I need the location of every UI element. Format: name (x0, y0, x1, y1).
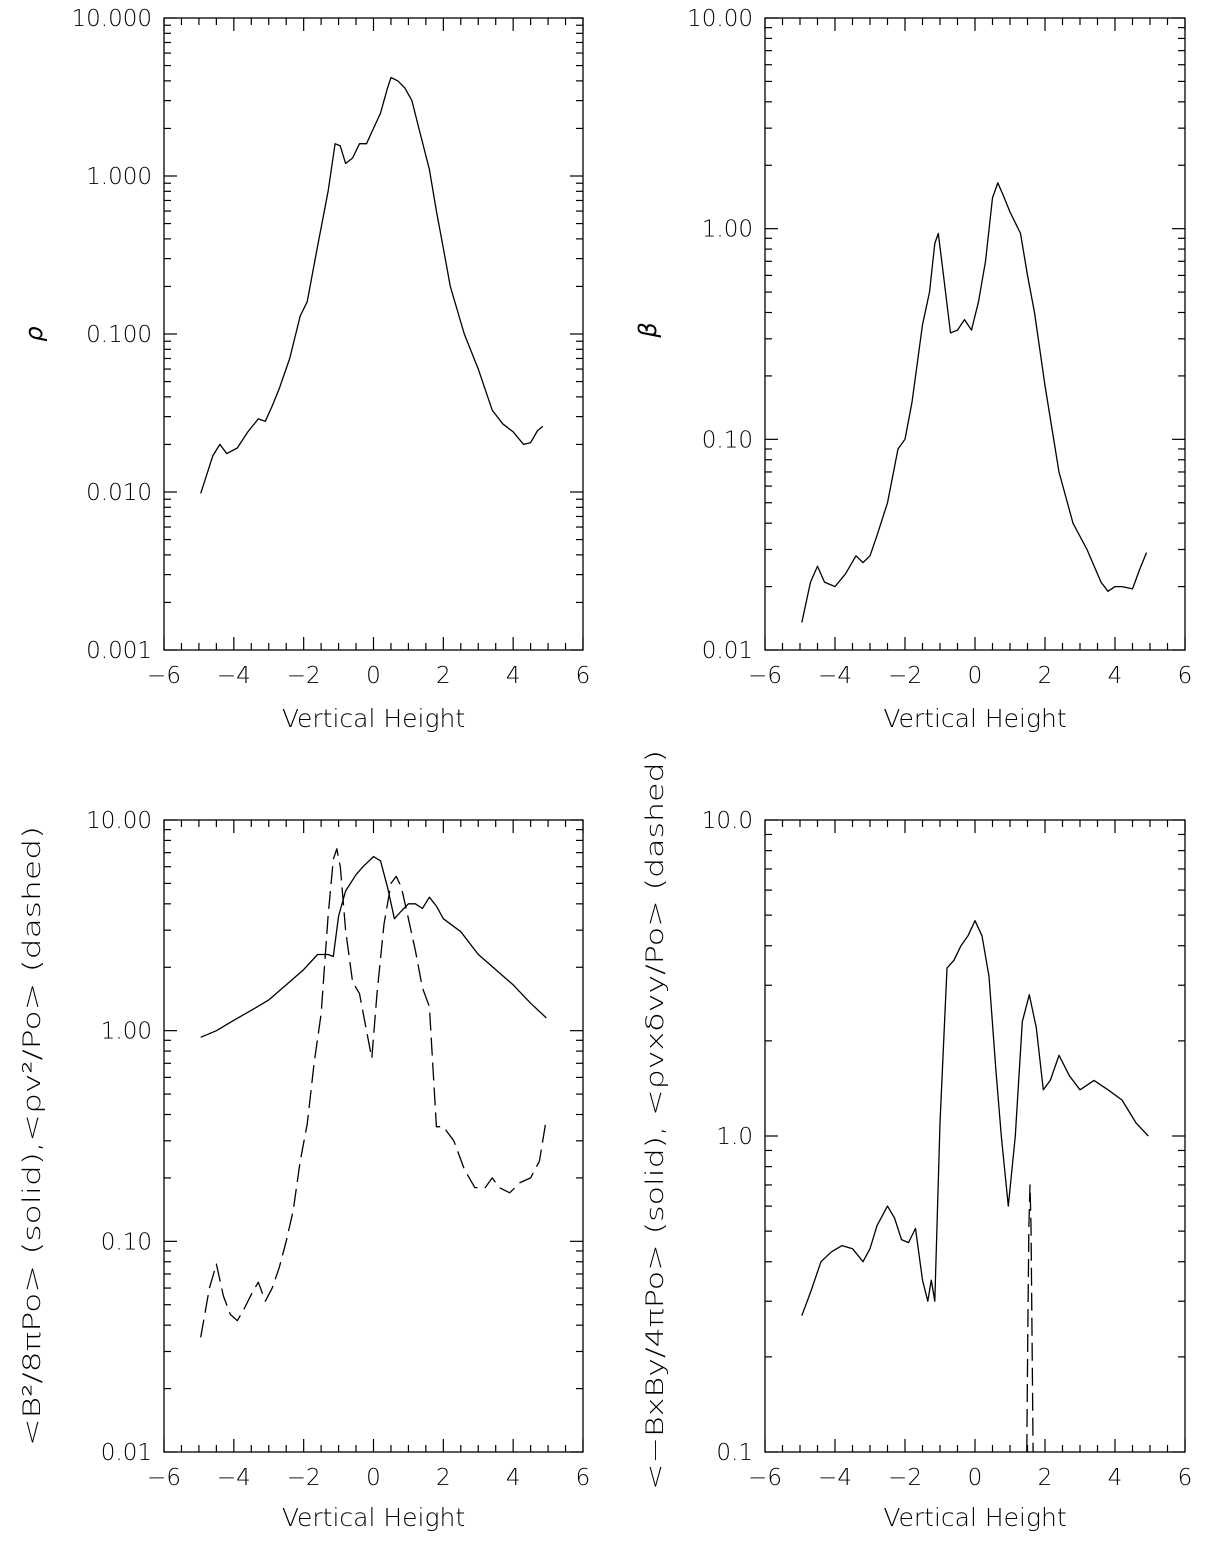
stress-solid-line (801, 920, 1149, 1316)
pressure-y-tick-label: 1.00 (101, 1019, 152, 1045)
pressure-y-tick-label: 0.01 (101, 1440, 152, 1466)
stress-x-tick-label: −2 (888, 1465, 922, 1491)
beta-y-tick-labels: 0.01 0.10 1.00 10.00 (687, 6, 753, 664)
beta-curves (801, 182, 1148, 623)
density-y-tick-labels: 0.001 0.010 0.100 1.000 10.000 (72, 6, 152, 664)
beta-solid-line (801, 182, 1148, 623)
density-x-axis-label: Vertical Height (282, 704, 465, 733)
density-x-tick-label: −4 (217, 663, 251, 689)
beta-x-axis-label: Vertical Height (883, 704, 1066, 733)
pressure-plot-frame (163, 819, 584, 1453)
pressure-solid-line (200, 855, 547, 1038)
beta-x-tick-label: 4 (1108, 663, 1123, 689)
stress-panel: −6 −4 −2 0 2 4 6 0.1 1.0 10.0 Vertical Height <−… (641, 750, 1192, 1532)
pressure-y-tick-labels: 0.01 0.10 1.00 10.00 (86, 808, 152, 1466)
stress-y-tick-labels: 0.1 1.0 10.0 (702, 808, 753, 1466)
beta-y-tick-label: 1.00 (702, 217, 753, 243)
density-x-tick-label: −6 (147, 663, 181, 689)
pressure-y-tick-label: 10.00 (86, 808, 152, 834)
beta-x-tick-label: 2 (1038, 663, 1053, 689)
pressure-x-tick-label: 2 (436, 1465, 451, 1491)
beta-y-tick-label: 0.10 (702, 427, 753, 453)
stress-x-tick-label: 2 (1038, 1465, 1053, 1491)
pressure-panel: −6 −4 −2 0 2 4 6 0.01 0.10 1.00 10.00 Vertical He… (18, 808, 590, 1532)
density-solid-line (200, 76, 544, 494)
pressure-x-tick-label: −4 (217, 1465, 251, 1491)
pressure-y-tick-label: 0.10 (101, 1229, 152, 1255)
beta-x-tick-label: −6 (748, 663, 782, 689)
stress-x-tick-label: −6 (748, 1465, 782, 1491)
density-panel: −6 −4 −2 0 2 4 6 0.001 0.010 0.100 1.000 10.000 Ve… (20, 6, 590, 733)
pressure-x-axis-label: Vertical Height (282, 1503, 465, 1532)
stress-curves (801, 920, 1149, 1453)
stress-x-tick-label: 4 (1108, 1465, 1123, 1491)
beta-axis-ticks (764, 17, 1186, 651)
density-plot-frame (163, 17, 584, 651)
density-x-tick-label: 2 (436, 663, 451, 689)
beta-y-axis-label: β (634, 322, 662, 338)
stress-dashed-line (1026, 1184, 1034, 1453)
stress-plot-frame (764, 819, 1186, 1453)
stress-y-tick-label: 0.1 (716, 1440, 753, 1466)
density-y-tick-label: 1.000 (86, 164, 152, 190)
pressure-axis-ticks (163, 819, 584, 1453)
stress-y-tick-label: 10.0 (702, 808, 753, 834)
density-x-tick-label: 4 (506, 663, 521, 689)
pressure-y-axis-label: <B²/8πPo> (solid),<ρv²/Po> (dashed) (18, 826, 46, 1446)
pressure-curves (200, 848, 547, 1338)
stress-y-tick-label: 1.0 (716, 1124, 753, 1150)
density-x-tick-label: 0 (366, 663, 381, 689)
beta-y-tick-label: 10.00 (687, 6, 753, 32)
beta-y-tick-label: 0.01 (702, 638, 753, 664)
beta-panel: −6 −4 −2 0 2 4 6 0.01 0.10 1.00 10.00 Vertical He… (634, 6, 1192, 733)
pressure-x-tick-label: −2 (287, 1465, 321, 1491)
density-curves (200, 76, 544, 494)
stress-y-axis-label: <−BxBy/4πPo> (solid), <ρvxδvy/Po> (dashe… (641, 750, 669, 1490)
density-x-tick-labels: −6 −4 −2 0 2 4 6 (147, 663, 590, 689)
stress-x-tick-label: 0 (968, 1465, 983, 1491)
density-y-tick-label: 0.001 (86, 638, 152, 664)
stress-axis-ticks (764, 819, 1186, 1453)
pressure-dashed-line (200, 848, 547, 1338)
pressure-x-tick-labels: −6 −4 −2 0 2 4 6 (147, 1465, 590, 1491)
beta-x-tick-label: −2 (888, 663, 922, 689)
density-x-tick-label: −2 (287, 663, 321, 689)
stress-x-tick-labels: −6 −4 −2 0 2 4 6 (748, 1465, 1192, 1491)
stress-x-tick-label: −4 (818, 1465, 852, 1491)
beta-x-tick-label: −4 (818, 663, 852, 689)
density-y-tick-label: 0.100 (86, 322, 152, 348)
pressure-x-tick-label: 6 (576, 1465, 591, 1491)
density-x-tick-label: 6 (576, 663, 591, 689)
pressure-x-tick-label: 0 (366, 1465, 381, 1491)
pressure-x-tick-label: 4 (506, 1465, 521, 1491)
beta-plot-frame (764, 17, 1186, 651)
density-y-tick-label: 0.010 (86, 480, 152, 506)
beta-x-tick-labels: −6 −4 −2 0 2 4 6 (748, 663, 1192, 689)
stress-x-axis-label: Vertical Height (883, 1503, 1066, 1532)
beta-x-tick-label: 6 (1178, 663, 1193, 689)
beta-x-tick-label: 0 (968, 663, 983, 689)
density-y-tick-label: 10.000 (72, 6, 152, 32)
pressure-x-tick-label: −6 (147, 1465, 181, 1491)
density-axis-ticks (163, 17, 584, 651)
density-y-axis-label: ρ (20, 326, 48, 341)
stress-x-tick-label: 6 (1178, 1465, 1193, 1491)
